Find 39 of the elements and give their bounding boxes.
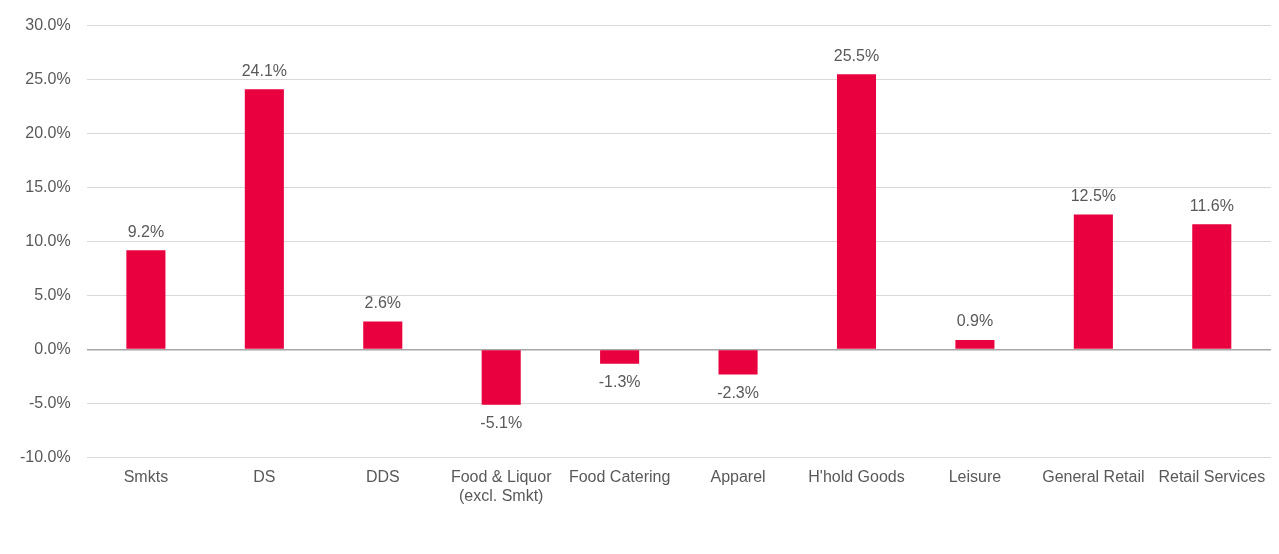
data-label: 25.5% [833,46,880,64]
bar [481,350,521,405]
data-label: 9.2% [127,222,165,240]
x-tick-label: H'hold Goods [808,467,905,485]
x-tick-label: DS [253,467,276,485]
x-tick-label: DDS [365,467,400,485]
bar [244,89,284,349]
data-label: -1.3% [598,373,641,391]
y-tick-label: 25.0% [25,70,71,88]
bar [718,350,758,375]
data-label: -2.3% [717,383,759,401]
x-tick-label: Retail Services [1158,467,1266,485]
bar [126,250,166,349]
y-tick-label: 20.0% [25,124,71,142]
data-label: 24.1% [241,61,288,79]
bar [955,339,995,349]
data-label: 11.6% [1189,196,1234,214]
bar [1192,224,1232,349]
y-tick-label: 5.0% [34,286,71,304]
x-tick-label: General Retail [1042,467,1145,485]
y-tick-label: 10.0% [25,232,71,250]
y-tick-label: 0.0% [34,340,71,358]
bar [836,74,877,349]
x-tick-label: Apparel [710,467,766,485]
y-tick-label: 15.0% [25,178,71,196]
bar [1073,214,1113,349]
y-tick-label: -5.0% [28,394,71,412]
y-tick-label: -10.0% [19,448,71,466]
data-label: 12.5% [1070,187,1117,205]
data-label: 0.9% [956,312,994,330]
x-tick-label: Food & Liquor (excl. Smkt) [450,467,553,504]
x-tick-label: Food Catering [568,467,671,485]
bar [600,350,640,364]
bar [363,321,403,349]
data-label: 2.6% [364,293,402,311]
x-tick-label: Leisure [948,467,1002,485]
data-label: -5.1% [480,414,523,432]
x-tick-label: Smkts [123,467,169,485]
y-tick-label: 30.0% [25,16,71,34]
